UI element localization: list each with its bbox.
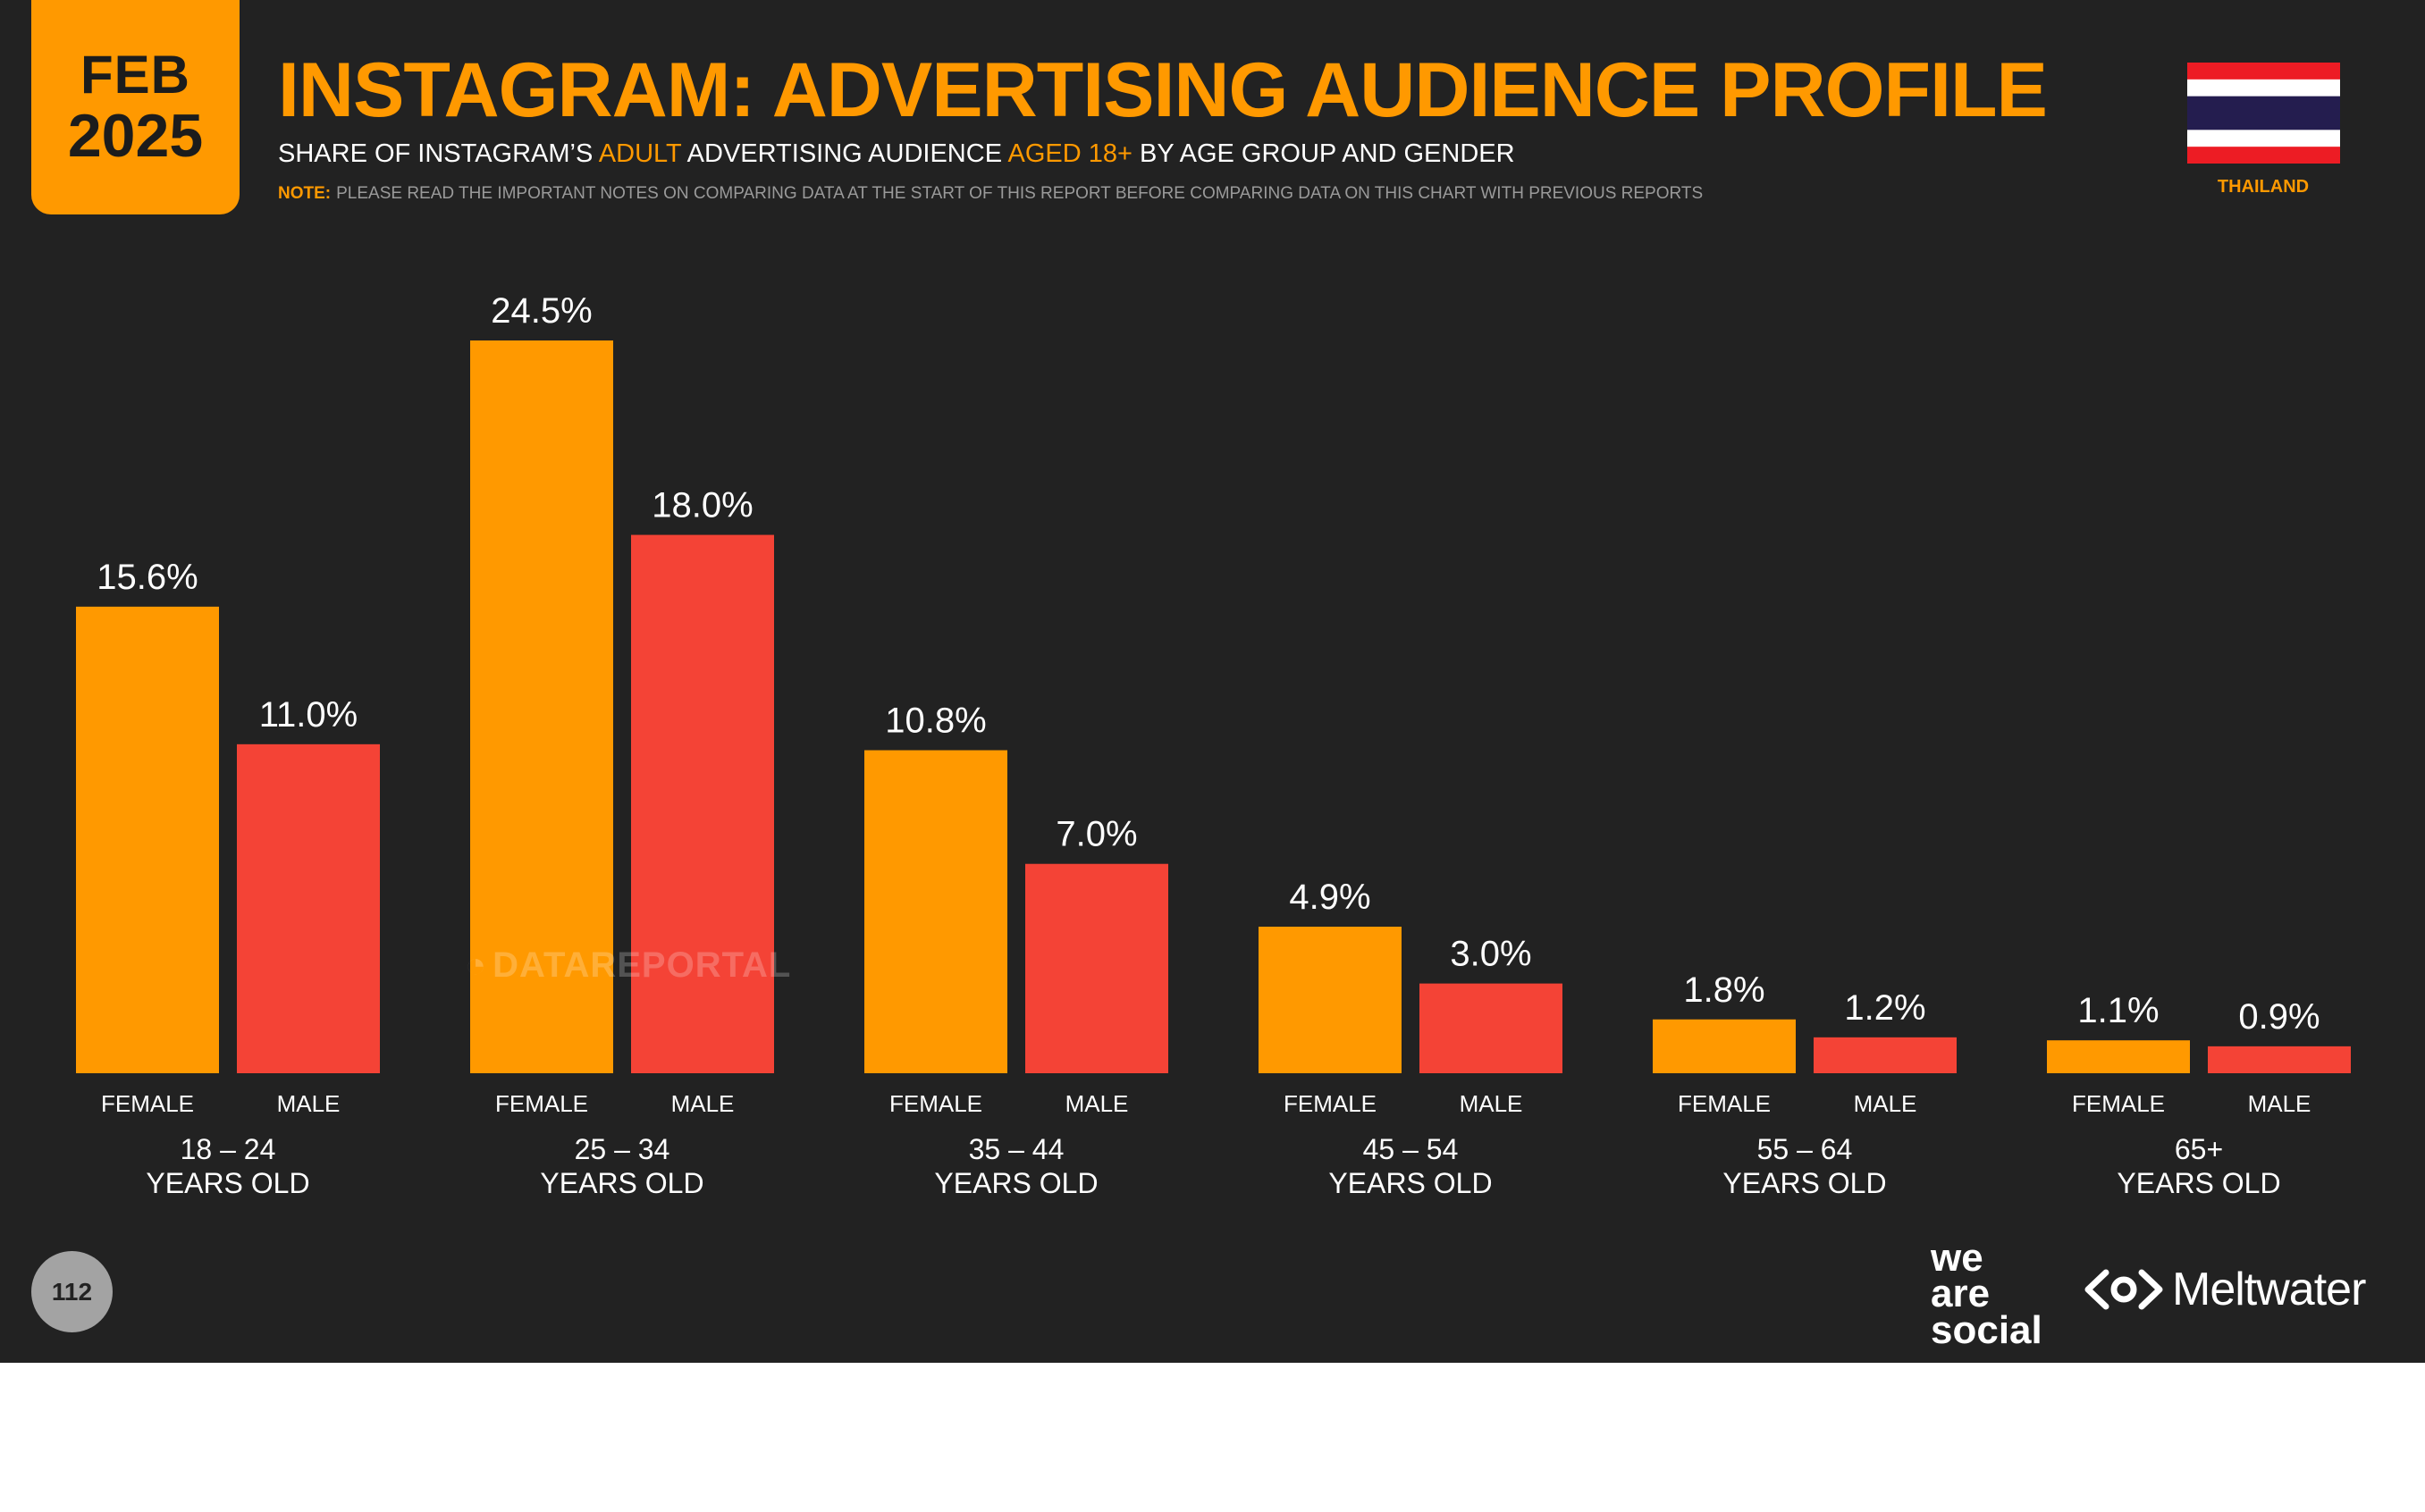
data-label-male-5: 1.2% — [1844, 988, 1925, 1028]
watermark-text: DATAREPORTAL — [493, 945, 791, 985]
bar-female-6 — [2047, 1040, 2190, 1073]
page-number: 112 — [31, 1251, 113, 1332]
gender-label-female: FEMALE — [889, 1090, 982, 1117]
data-label-female-5: 1.8% — [1683, 970, 1764, 1010]
gender-label-male: MALE — [1460, 1090, 1523, 1117]
meltwater-text: Meltwater — [2172, 1263, 2365, 1316]
bar-male-4 — [1419, 984, 1562, 1073]
bar-male-2 — [631, 535, 774, 1073]
gender-label-male: MALE — [2248, 1090, 2311, 1117]
age-group-label: 55 – 64 — [1757, 1133, 1853, 1165]
age-group-suffix: YEARS OLD — [934, 1167, 1098, 1199]
data-label-male-6: 0.9% — [2238, 997, 2320, 1037]
meltwater-icon — [2083, 1269, 2165, 1310]
gender-label-female: FEMALE — [1678, 1090, 1771, 1117]
gender-label-female: FEMALE — [1284, 1090, 1377, 1117]
watermark: ◔ DATAREPORTAL — [465, 945, 791, 986]
we-are-social-logo: we are social — [1931, 1240, 2042, 1348]
age-group-label: 35 – 44 — [969, 1133, 1065, 1165]
logo-word: we — [1931, 1240, 2042, 1276]
data-label-female-4: 4.9% — [1289, 878, 1370, 917]
bar-male-6 — [2208, 1046, 2351, 1073]
data-label-male-4: 3.0% — [1450, 935, 1531, 974]
slide: FEB 2025 INSTAGRAM: ADVERTISING AUDIENCE… — [0, 0, 2425, 1363]
bar-female-4 — [1259, 927, 1402, 1073]
gender-label-male: MALE — [277, 1090, 341, 1117]
data-label-female-3: 10.8% — [885, 701, 986, 741]
gender-label-male: MALE — [1854, 1090, 1917, 1117]
age-group-suffix: YEARS OLD — [146, 1167, 309, 1199]
logo-word: social — [1931, 1313, 2042, 1348]
age-group-label: 18 – 24 — [181, 1133, 276, 1165]
bar-male-5 — [1814, 1037, 1957, 1073]
meltwater-logo: Meltwater — [2083, 1263, 2365, 1316]
data-label-male-1: 11.0% — [259, 695, 358, 735]
age-group-label: 25 – 34 — [575, 1133, 670, 1165]
age-group-suffix: YEARS OLD — [1328, 1167, 1492, 1199]
gender-label-female: FEMALE — [101, 1090, 194, 1117]
data-label-female-6: 1.1% — [2077, 991, 2159, 1030]
data-label-male-2: 18.0% — [652, 486, 753, 525]
age-group-label: 45 – 54 — [1363, 1133, 1459, 1165]
bar-female-3 — [864, 751, 1007, 1073]
bar-male-3 — [1025, 864, 1168, 1073]
age-group-suffix: YEARS OLD — [540, 1167, 703, 1199]
age-group-suffix: YEARS OLD — [1722, 1167, 1886, 1199]
age-group-label: 65+ — [2175, 1133, 2223, 1165]
age-group-suffix: YEARS OLD — [2117, 1167, 2280, 1199]
datareportal-icon: ◔ — [465, 945, 487, 986]
data-label-female-2: 24.5% — [491, 291, 592, 331]
bar-female-1 — [76, 607, 219, 1073]
gender-label-female: FEMALE — [495, 1090, 588, 1117]
gender-label-male: MALE — [671, 1090, 735, 1117]
gender-label-male: MALE — [1065, 1090, 1129, 1117]
data-label-male-3: 7.0% — [1056, 815, 1137, 854]
data-label-female-1: 15.6% — [97, 558, 198, 597]
gender-label-female: FEMALE — [2072, 1090, 2165, 1117]
bar-female-5 — [1653, 1020, 1796, 1073]
logo-word: are — [1931, 1276, 2042, 1312]
bar-male-1 — [237, 744, 380, 1073]
